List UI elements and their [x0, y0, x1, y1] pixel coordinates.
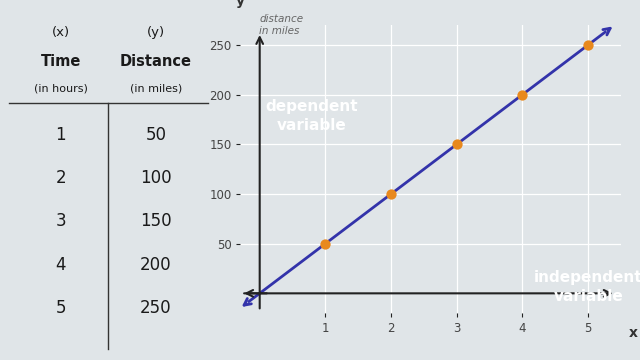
Text: x: x: [628, 327, 637, 340]
Text: y: y: [236, 0, 244, 8]
Text: (y): (y): [147, 26, 165, 39]
Text: (in miles): (in miles): [130, 83, 182, 93]
Text: distance
in miles: distance in miles: [259, 14, 303, 36]
Text: independent
variable: independent variable: [534, 270, 640, 304]
Text: 250: 250: [140, 299, 172, 317]
Point: [452, 141, 462, 147]
Text: 150: 150: [140, 212, 172, 230]
Point: [320, 241, 330, 247]
Text: 1: 1: [55, 126, 66, 144]
Text: 4: 4: [55, 256, 66, 274]
Text: Time: Time: [40, 54, 81, 69]
Point: [386, 191, 396, 197]
Text: 3: 3: [55, 212, 66, 230]
Point: [583, 42, 593, 48]
Text: 5: 5: [55, 299, 66, 317]
Text: 50: 50: [145, 126, 166, 144]
Text: 100: 100: [140, 169, 172, 187]
Text: 200: 200: [140, 256, 172, 274]
Text: (in hours): (in hours): [34, 83, 88, 93]
Text: (x): (x): [51, 26, 70, 39]
Text: dependent
variable: dependent variable: [266, 99, 358, 133]
Text: 2: 2: [55, 169, 66, 187]
Text: Distance: Distance: [120, 54, 192, 69]
Point: [517, 92, 527, 98]
